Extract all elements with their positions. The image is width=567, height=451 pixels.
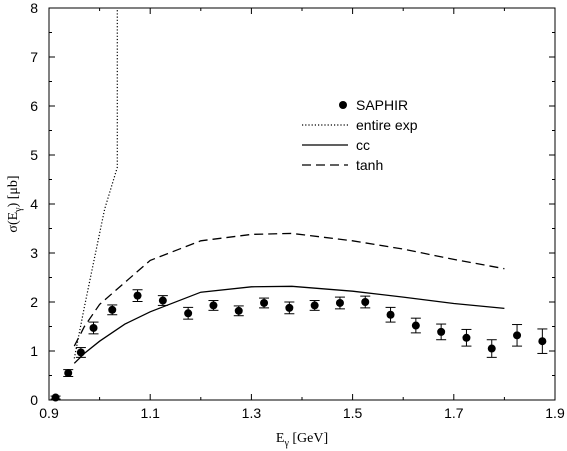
legend-label-entire-exp: entire exp	[356, 117, 418, 133]
data-point	[52, 394, 60, 402]
series-points	[51, 290, 548, 402]
x-tick-label: 1.3	[242, 405, 262, 421]
series-line-entire-exp	[74, 8, 117, 358]
data-point	[437, 328, 445, 336]
legend-marker-saphir	[339, 101, 347, 109]
data-point	[209, 301, 217, 309]
data-point	[77, 348, 85, 356]
data-point	[235, 307, 243, 315]
y-tick-label: 5	[30, 147, 38, 163]
x-tick-label: 1.1	[140, 405, 160, 421]
data-point	[64, 369, 72, 377]
data-point	[336, 299, 344, 307]
y-tick-label: 2	[30, 294, 38, 310]
x-tick-label: 1.7	[444, 405, 464, 421]
data-point	[184, 309, 192, 317]
legend-label-tanh: tanh	[356, 157, 383, 173]
data-point	[488, 345, 496, 353]
y-tick-label: 1	[30, 343, 38, 359]
y-tick-label: 8	[30, 0, 38, 16]
y-axis-label: σ(Eγ) [μb]	[6, 175, 24, 232]
ticks: 0.9 1.1 1.3 1.5 1.7 1.9 0 1 2 3 4 5 6 7 8	[30, 0, 565, 421]
x-tick-label: 1.9	[545, 405, 565, 421]
x-axis-label: Eγ [GeV]	[276, 431, 328, 449]
y-tick-label: 6	[30, 98, 38, 114]
data-point	[134, 292, 142, 300]
data-point	[462, 334, 470, 342]
data-point	[311, 301, 319, 309]
data-point	[108, 306, 116, 314]
x-tick-label: 0.9	[39, 405, 59, 421]
data-point	[285, 304, 293, 312]
data-point	[538, 337, 546, 345]
y-tick-label: 4	[30, 196, 38, 212]
data-point	[513, 331, 521, 339]
x-tick-label: 1.5	[343, 405, 363, 421]
data-point	[159, 297, 167, 305]
data-point	[412, 322, 420, 330]
y-tick-label: 7	[30, 49, 38, 65]
data-point	[90, 324, 98, 332]
data-point	[361, 298, 369, 306]
legend: SAPHIR entire exp cc tanh	[302, 97, 418, 173]
y-tick-label: 0	[30, 392, 38, 408]
data-point	[387, 311, 395, 319]
plot-frame	[49, 8, 555, 400]
legend-label-saphir: SAPHIR	[356, 97, 408, 113]
data-point	[260, 299, 268, 307]
legend-label-cc: cc	[356, 137, 370, 153]
y-tick-label: 3	[30, 245, 38, 261]
